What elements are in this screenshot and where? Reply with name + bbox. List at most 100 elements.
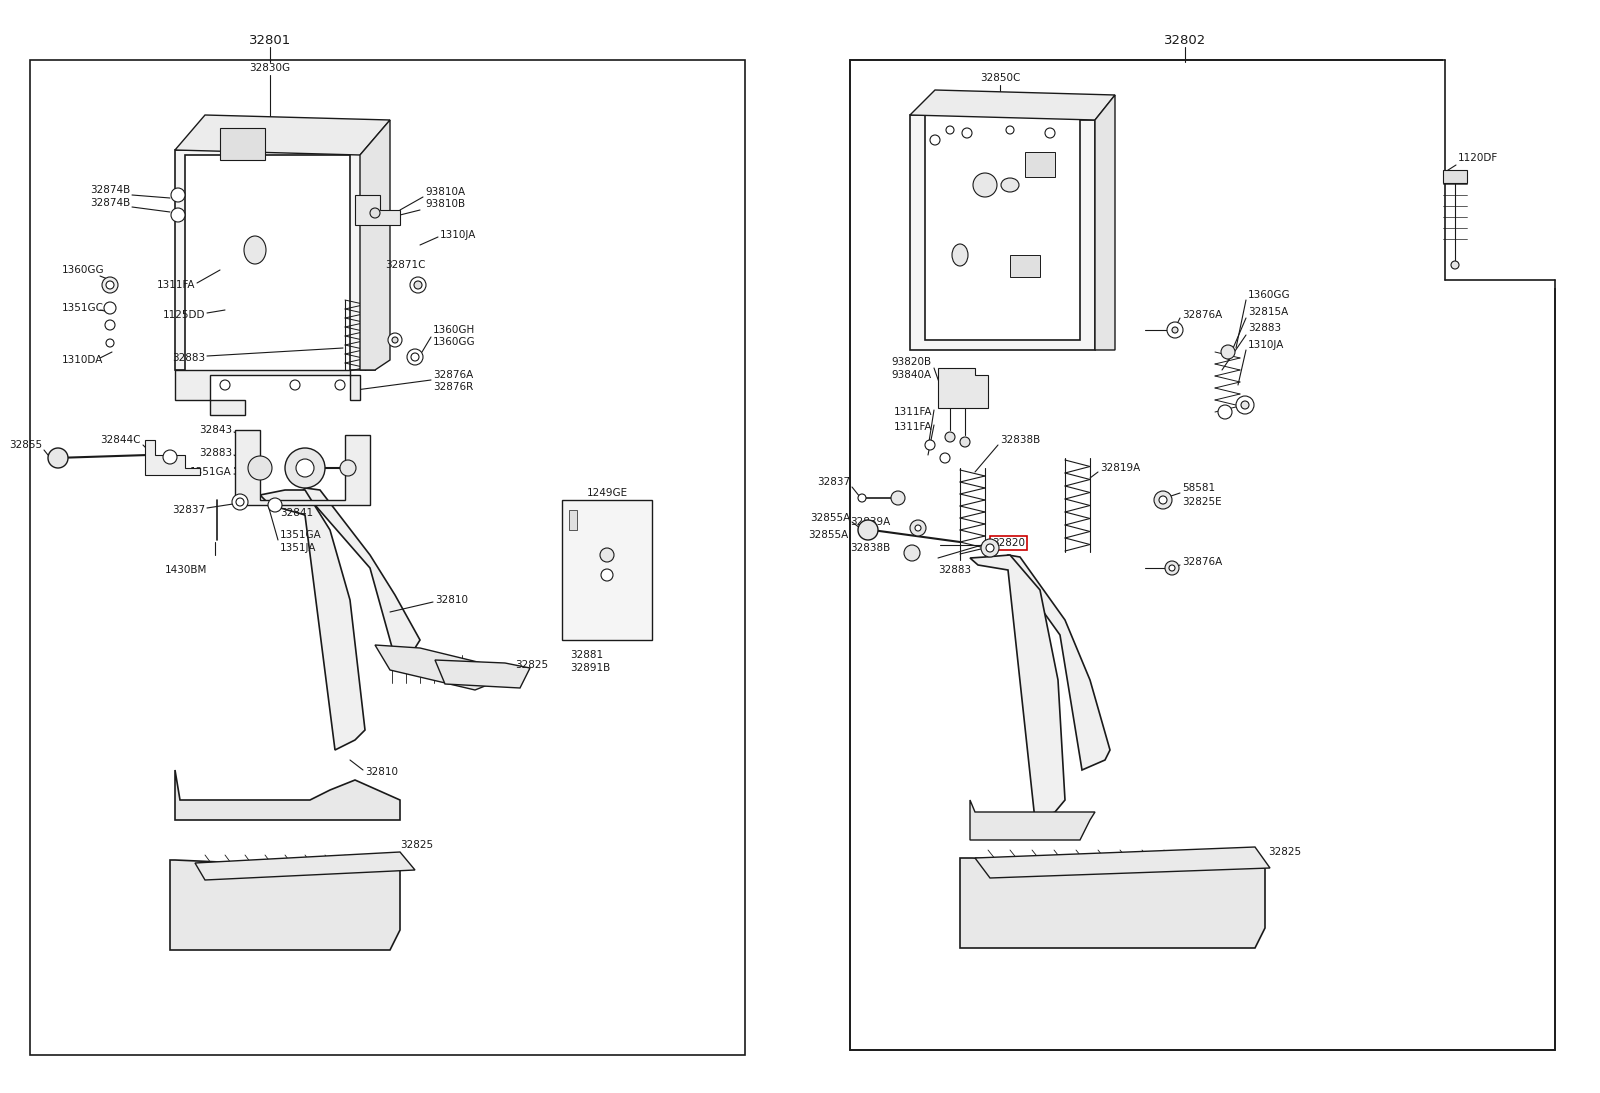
Circle shape bbox=[1165, 561, 1179, 575]
Circle shape bbox=[334, 380, 346, 390]
Text: 32883: 32883 bbox=[938, 565, 971, 575]
Circle shape bbox=[1154, 491, 1171, 509]
Text: 1120DF: 1120DF bbox=[1458, 153, 1498, 163]
Text: 1351GA: 1351GA bbox=[190, 467, 232, 477]
Circle shape bbox=[962, 128, 973, 138]
Polygon shape bbox=[174, 125, 374, 371]
Bar bbox=[221, 128, 266, 160]
Text: 32825: 32825 bbox=[400, 841, 434, 850]
Text: 32891B: 32891B bbox=[570, 663, 610, 673]
Text: 93810A: 93810A bbox=[426, 187, 466, 197]
Polygon shape bbox=[174, 769, 400, 820]
Circle shape bbox=[1170, 565, 1174, 571]
Polygon shape bbox=[974, 847, 1270, 878]
Text: 32837: 32837 bbox=[818, 477, 850, 487]
Circle shape bbox=[910, 520, 926, 536]
Polygon shape bbox=[435, 660, 530, 687]
Polygon shape bbox=[235, 430, 370, 505]
Circle shape bbox=[387, 333, 402, 346]
Circle shape bbox=[106, 281, 114, 289]
Circle shape bbox=[171, 208, 186, 222]
Text: 32820: 32820 bbox=[992, 538, 1026, 548]
Circle shape bbox=[600, 548, 614, 562]
Bar bbox=[1010, 255, 1040, 277]
Text: 32825E: 32825E bbox=[1182, 497, 1222, 507]
Polygon shape bbox=[910, 115, 1094, 350]
Circle shape bbox=[248, 456, 272, 480]
Circle shape bbox=[891, 491, 906, 505]
Text: 93810B: 93810B bbox=[426, 199, 466, 209]
Text: 32874B: 32874B bbox=[90, 185, 130, 195]
Circle shape bbox=[392, 337, 398, 343]
Text: 1430BM: 1430BM bbox=[165, 565, 208, 575]
Text: 32876A: 32876A bbox=[1182, 557, 1222, 567]
Circle shape bbox=[602, 569, 613, 581]
Circle shape bbox=[102, 277, 118, 293]
Polygon shape bbox=[970, 555, 1066, 820]
Text: 32844C: 32844C bbox=[99, 435, 141, 445]
Circle shape bbox=[163, 450, 178, 465]
Text: 32838B: 32838B bbox=[1000, 435, 1040, 445]
Circle shape bbox=[414, 281, 422, 289]
Polygon shape bbox=[960, 858, 1266, 948]
Text: 32876R: 32876R bbox=[434, 381, 474, 392]
Polygon shape bbox=[910, 90, 1115, 120]
Text: 1351GC: 1351GC bbox=[62, 303, 104, 313]
Circle shape bbox=[370, 208, 381, 218]
Text: 1351GA: 1351GA bbox=[280, 530, 322, 540]
Text: 32874B: 32874B bbox=[90, 198, 130, 208]
Text: 32883: 32883 bbox=[1248, 324, 1282, 333]
Text: 1311FA: 1311FA bbox=[893, 422, 931, 432]
Bar bbox=[1443, 58, 1557, 287]
Polygon shape bbox=[355, 195, 400, 225]
Text: 32881: 32881 bbox=[570, 650, 603, 660]
Text: 32838B: 32838B bbox=[850, 543, 890, 553]
Polygon shape bbox=[259, 490, 365, 750]
Text: 32810: 32810 bbox=[435, 595, 467, 606]
Circle shape bbox=[960, 437, 970, 447]
Circle shape bbox=[106, 320, 115, 330]
Text: 32883: 32883 bbox=[171, 353, 205, 363]
Text: 1360GG: 1360GG bbox=[434, 337, 475, 346]
Circle shape bbox=[1451, 261, 1459, 269]
Text: 1311FA: 1311FA bbox=[893, 407, 931, 418]
Text: 1310DA: 1310DA bbox=[62, 355, 104, 365]
Circle shape bbox=[232, 494, 248, 510]
Circle shape bbox=[1045, 128, 1054, 138]
Text: 1125DD: 1125DD bbox=[163, 310, 205, 320]
Text: 32802: 32802 bbox=[1163, 34, 1206, 47]
Text: 32825: 32825 bbox=[1267, 847, 1301, 857]
Text: 32850C: 32850C bbox=[979, 73, 1021, 83]
Text: 32855: 32855 bbox=[10, 440, 42, 450]
Polygon shape bbox=[374, 645, 506, 690]
Text: 32855A: 32855A bbox=[810, 513, 850, 522]
Circle shape bbox=[1218, 406, 1232, 419]
Text: 32825: 32825 bbox=[515, 660, 549, 670]
Text: 32815A: 32815A bbox=[1248, 307, 1288, 317]
Circle shape bbox=[946, 432, 955, 442]
Circle shape bbox=[1158, 496, 1166, 504]
Bar bbox=[30, 60, 746, 1055]
Polygon shape bbox=[850, 60, 1555, 1050]
Circle shape bbox=[410, 277, 426, 293]
Circle shape bbox=[290, 380, 301, 390]
Circle shape bbox=[986, 544, 994, 552]
Polygon shape bbox=[970, 800, 1094, 841]
Circle shape bbox=[406, 349, 422, 365]
Circle shape bbox=[285, 448, 325, 487]
Circle shape bbox=[858, 494, 866, 502]
Polygon shape bbox=[294, 487, 419, 658]
Circle shape bbox=[104, 302, 115, 314]
Circle shape bbox=[904, 545, 920, 561]
Circle shape bbox=[1235, 396, 1254, 414]
Polygon shape bbox=[360, 120, 390, 371]
Bar bbox=[570, 510, 578, 530]
Polygon shape bbox=[174, 115, 390, 155]
Polygon shape bbox=[1000, 555, 1110, 769]
Ellipse shape bbox=[243, 236, 266, 265]
Circle shape bbox=[1006, 126, 1014, 134]
Bar bbox=[562, 500, 653, 640]
Text: 1310JA: 1310JA bbox=[1248, 340, 1285, 350]
Circle shape bbox=[269, 498, 282, 512]
Text: 1360GG: 1360GG bbox=[62, 265, 104, 275]
